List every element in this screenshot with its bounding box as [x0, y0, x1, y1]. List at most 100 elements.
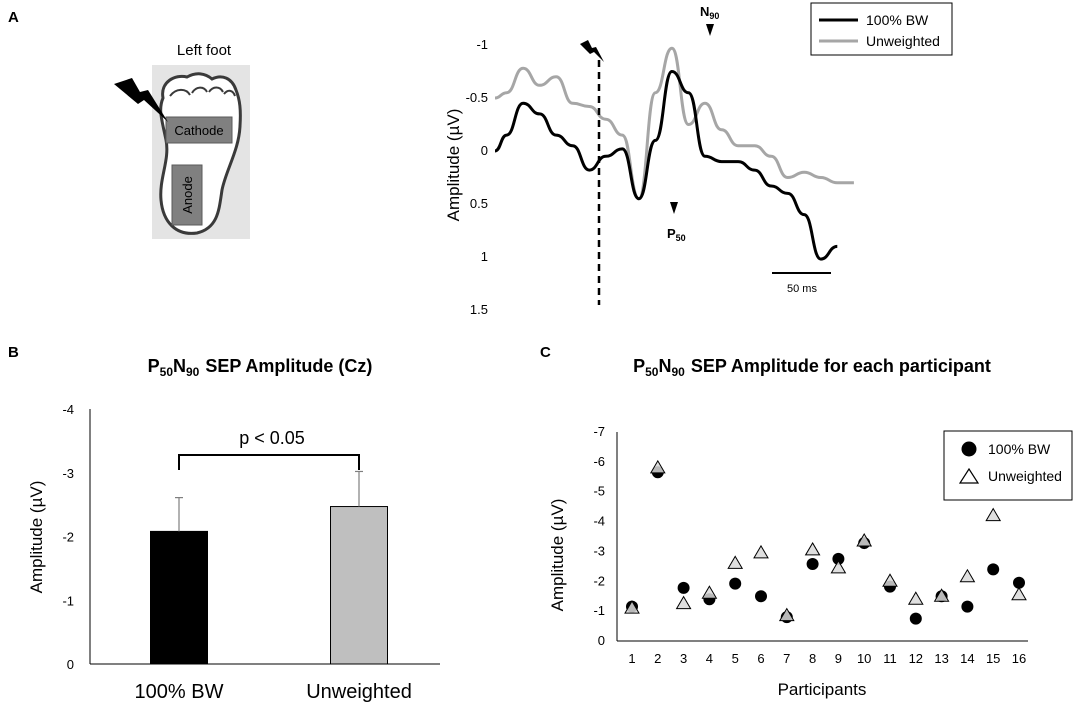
point-unweighted [753, 544, 769, 559]
waveform-y-axis-title: Amplitude (µV) [444, 109, 463, 222]
bar-y-tick: -2 [62, 530, 74, 545]
waveform-series-unweighted [494, 46, 854, 201]
scatter-y-tick: -4 [593, 514, 605, 529]
point-100bw [832, 552, 845, 565]
panel-letter-c: C [540, 344, 551, 361]
legend-label-100bw: 100% BW [866, 12, 929, 28]
point-100bw [755, 590, 767, 603]
waveform-legend-box [810, 2, 953, 56]
scatter-y-axis-title: Amplitude (µV) [548, 499, 567, 612]
point-unweighted [727, 555, 744, 569]
toe-line-icon [223, 89, 236, 97]
toe-line-icon [191, 86, 208, 94]
scatter-y-tick: -3 [593, 543, 605, 558]
panel-letter-b: B [8, 344, 19, 361]
waveform-y-tick: 0 [481, 143, 488, 158]
bar-chart: P50N90 SEP Amplitude (Cz) Amplitude (µV) … [27, 356, 440, 703]
waveform-chart: Amplitude (µV) -1 -0.5 0 0.5 1 1.5 P50 N90 50… [444, 2, 953, 317]
scatter-x-tick: 9 [835, 651, 842, 666]
point-unweighted [907, 591, 924, 605]
point-100bw [961, 600, 974, 613]
point-unweighted [701, 585, 718, 599]
point-unweighted [778, 607, 795, 622]
scatter-x-tick: 6 [757, 651, 764, 666]
scatter-y-tick: -1 [593, 603, 605, 618]
waveform-legend: 100% BW Unweighted [810, 2, 953, 56]
toe-line-icon [208, 86, 224, 93]
scatter-x-tick: 7 [783, 651, 790, 666]
scatter-legend-label-unweighted: Unweighted [988, 468, 1062, 484]
point-unweighted [856, 532, 873, 547]
panel-letter-a: A [8, 9, 19, 26]
cathode-electrode [165, 116, 233, 144]
scatter-x-tick: 1 [628, 651, 635, 666]
legend-marker-unweighted [958, 467, 980, 484]
point-unweighted [804, 541, 821, 556]
stimulus-lightning-icon [580, 40, 604, 62]
waveform-y-tick: 1.5 [470, 302, 488, 317]
scatter-y-tick: -6 [593, 454, 605, 469]
point-unweighted [985, 507, 1002, 522]
n90-label: N90 [700, 4, 719, 21]
n90-marker-icon [706, 24, 714, 36]
bar-category-label: Unweighted [306, 681, 412, 703]
significance-label: p < 0.05 [239, 428, 305, 448]
point-unweighted [624, 600, 640, 614]
bar-y-tick: 0 [67, 657, 74, 672]
waveform-y-tick: -1 [476, 37, 488, 52]
foot-illustration: Left foot Cathode Anode [114, 42, 250, 239]
scatter-x-axis-title: Participants [778, 680, 867, 699]
bar-y-tick: -1 [62, 593, 74, 608]
legend-label-unweighted: Unweighted [866, 33, 940, 49]
scatter-x-tick: 3 [680, 651, 687, 666]
toe-line-icon [169, 88, 191, 97]
point-unweighted [830, 559, 847, 574]
point-100bw [1013, 576, 1025, 589]
scatter-x-tick: 12 [909, 651, 923, 666]
foot-title: Left foot [177, 42, 232, 59]
scatter-y-tick: -5 [593, 484, 605, 499]
p50-marker-icon [670, 202, 678, 214]
scatter-x-tick: 13 [934, 651, 948, 666]
point-100bw [806, 557, 819, 570]
scatter-legend: 100% BW Unweighted [943, 430, 1073, 501]
significance-bracket [178, 454, 360, 470]
bar-chart-title: P50N90 SEP Amplitude (Cz) [148, 356, 373, 379]
scatter-y-tick: 0 [598, 633, 605, 648]
bar-y-axis-title: Amplitude (µV) [27, 481, 46, 594]
bar-y-tick: -3 [62, 466, 74, 481]
scatter-x-tick: 8 [809, 651, 816, 666]
scatter-legend-label-100bw: 100% BW [988, 441, 1051, 457]
scatter-chart: P50N90 SEP Amplitude for each participant… [548, 356, 1073, 699]
anode-label: Anode [180, 176, 195, 214]
scatter-chart-title: P50N90 SEP Amplitude for each participant [633, 356, 991, 379]
bar-unweighted [330, 506, 388, 665]
scatter-y-tick: -7 [593, 424, 605, 439]
point-unweighted [882, 573, 898, 587]
point-100bw [987, 563, 1000, 576]
scatter-y-tick: -2 [593, 573, 605, 588]
p50-label: P50 [667, 226, 686, 243]
point-100bw [909, 612, 922, 625]
legend-marker-100bw [961, 441, 977, 457]
bar-100bw [150, 530, 208, 665]
point-unweighted [959, 568, 976, 583]
point-unweighted [675, 595, 692, 610]
bar-y-tick: -4 [62, 402, 74, 417]
scatter-x-tick: 16 [1012, 651, 1026, 666]
lightning-bolt-icon [114, 78, 168, 122]
waveform-y-tick: 0.5 [470, 196, 488, 211]
point-unweighted [1011, 586, 1027, 601]
scatter-x-tick: 14 [960, 651, 974, 666]
cathode-label: Cathode [174, 123, 223, 138]
scatter-x-tick: 5 [732, 651, 739, 666]
waveform-y-tick: 1 [481, 249, 488, 264]
scatter-x-tick: 10 [857, 651, 871, 666]
point-unweighted [933, 588, 950, 602]
bar-category-label: 100% BW [135, 681, 224, 703]
point-100bw [677, 581, 690, 594]
anode-electrode [171, 164, 203, 226]
waveform-series-100bw [494, 69, 838, 261]
scatter-x-tick: 2 [654, 651, 661, 666]
